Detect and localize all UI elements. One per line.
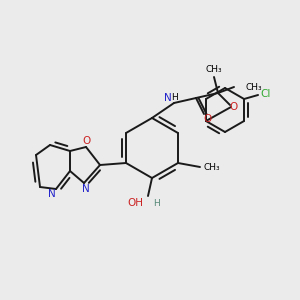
Text: H: H [153,200,160,208]
Text: N: N [48,189,56,199]
Text: OH: OH [127,198,143,208]
Text: N: N [164,93,172,103]
Text: Cl: Cl [261,89,271,99]
Text: H: H [172,94,178,103]
Text: CH₃: CH₃ [204,164,220,172]
Text: O: O [230,102,238,112]
Text: O: O [203,114,211,124]
Text: CH₃: CH₃ [246,82,262,91]
Text: O: O [82,136,90,146]
Text: CH₃: CH₃ [206,64,222,74]
Text: N: N [82,184,90,194]
